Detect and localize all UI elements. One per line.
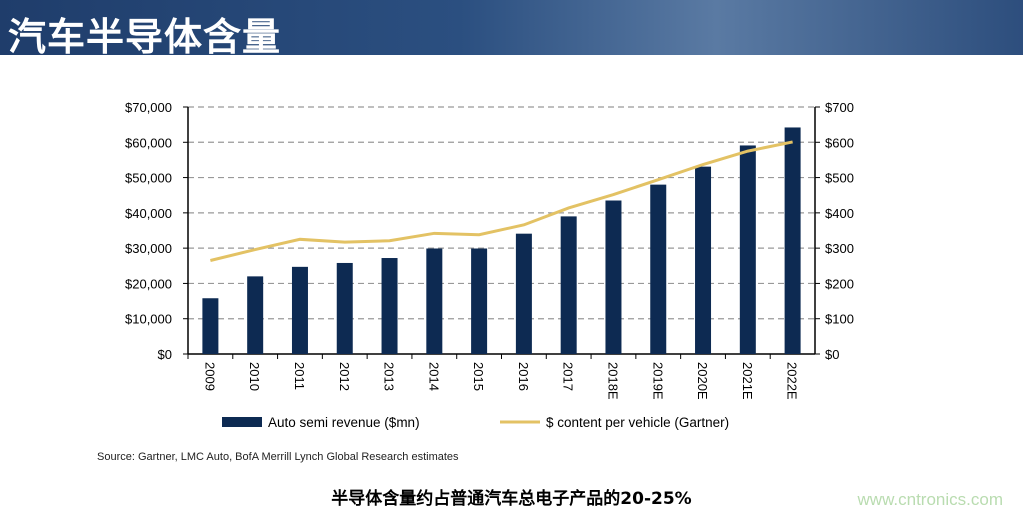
right-tick-label: $500 bbox=[825, 171, 854, 186]
left-tick-label: $30,000 bbox=[125, 241, 172, 256]
left-tick-label: $10,000 bbox=[125, 312, 172, 327]
x-tick-label: 2022E bbox=[785, 362, 800, 400]
x-tick-label: 2021E bbox=[740, 362, 755, 400]
right-tick-label: $400 bbox=[825, 206, 854, 221]
bar bbox=[515, 233, 532, 354]
bar bbox=[605, 200, 622, 354]
bar bbox=[381, 258, 398, 354]
bar bbox=[426, 248, 443, 354]
bar bbox=[291, 266, 308, 354]
right-tick-label: $200 bbox=[825, 276, 854, 291]
bar bbox=[202, 298, 219, 354]
bar bbox=[739, 145, 756, 354]
bar bbox=[247, 276, 264, 354]
legend-label-line: $ content per vehicle (Gartner) bbox=[546, 415, 729, 430]
x-tick-label: 2014 bbox=[426, 362, 441, 391]
title-bar: 汽车半导体含量 bbox=[0, 0, 1023, 59]
x-tick-label: 2019E bbox=[650, 362, 665, 400]
bar bbox=[336, 262, 353, 354]
bar bbox=[560, 216, 577, 354]
bar bbox=[471, 248, 488, 354]
left-tick-label: $70,000 bbox=[125, 100, 172, 115]
x-tick-label: 2010 bbox=[247, 362, 262, 391]
caption: 半导体含量约占普通汽车总电子产品的20-25% bbox=[331, 489, 692, 509]
right-tick-label: $300 bbox=[825, 241, 854, 256]
left-tick-label: $50,000 bbox=[125, 171, 172, 186]
x-tick-label: 2017 bbox=[561, 362, 576, 391]
line-series bbox=[210, 140, 793, 262]
source-note: Source: Gartner, LMC Auto, BofA Merrill … bbox=[97, 451, 459, 463]
x-tick-label: 2015 bbox=[471, 362, 486, 391]
right-tick-label: $0 bbox=[825, 347, 839, 362]
bar bbox=[784, 127, 801, 354]
x-tick-label: 2016 bbox=[516, 362, 531, 391]
right-tick-label: $100 bbox=[825, 312, 854, 327]
watermark: www.cntronics.com bbox=[857, 490, 1003, 509]
x-tick-label: 2018E bbox=[605, 362, 620, 400]
x-tick-label: 2009 bbox=[202, 362, 217, 391]
legend-label-bar: Auto semi revenue ($mn) bbox=[268, 415, 420, 430]
x-tick-label: 2013 bbox=[382, 362, 397, 391]
left-tick-label: $40,000 bbox=[125, 206, 172, 221]
left-tick-label: $60,000 bbox=[125, 135, 172, 150]
bar bbox=[695, 166, 712, 354]
left-tick-label: $20,000 bbox=[125, 276, 172, 291]
right-tick-label: $700 bbox=[825, 100, 854, 115]
x-tick-label: 2012 bbox=[337, 362, 352, 391]
x-tick-label: 2020E bbox=[695, 362, 710, 400]
right-tick-label: $600 bbox=[825, 135, 854, 150]
left-tick-label: $0 bbox=[158, 347, 172, 362]
legend-swatch-bar bbox=[222, 417, 262, 427]
bar bbox=[650, 184, 667, 354]
page-title: 汽车半导体含量 bbox=[8, 15, 282, 59]
x-tick-label: 2011 bbox=[292, 362, 307, 390]
